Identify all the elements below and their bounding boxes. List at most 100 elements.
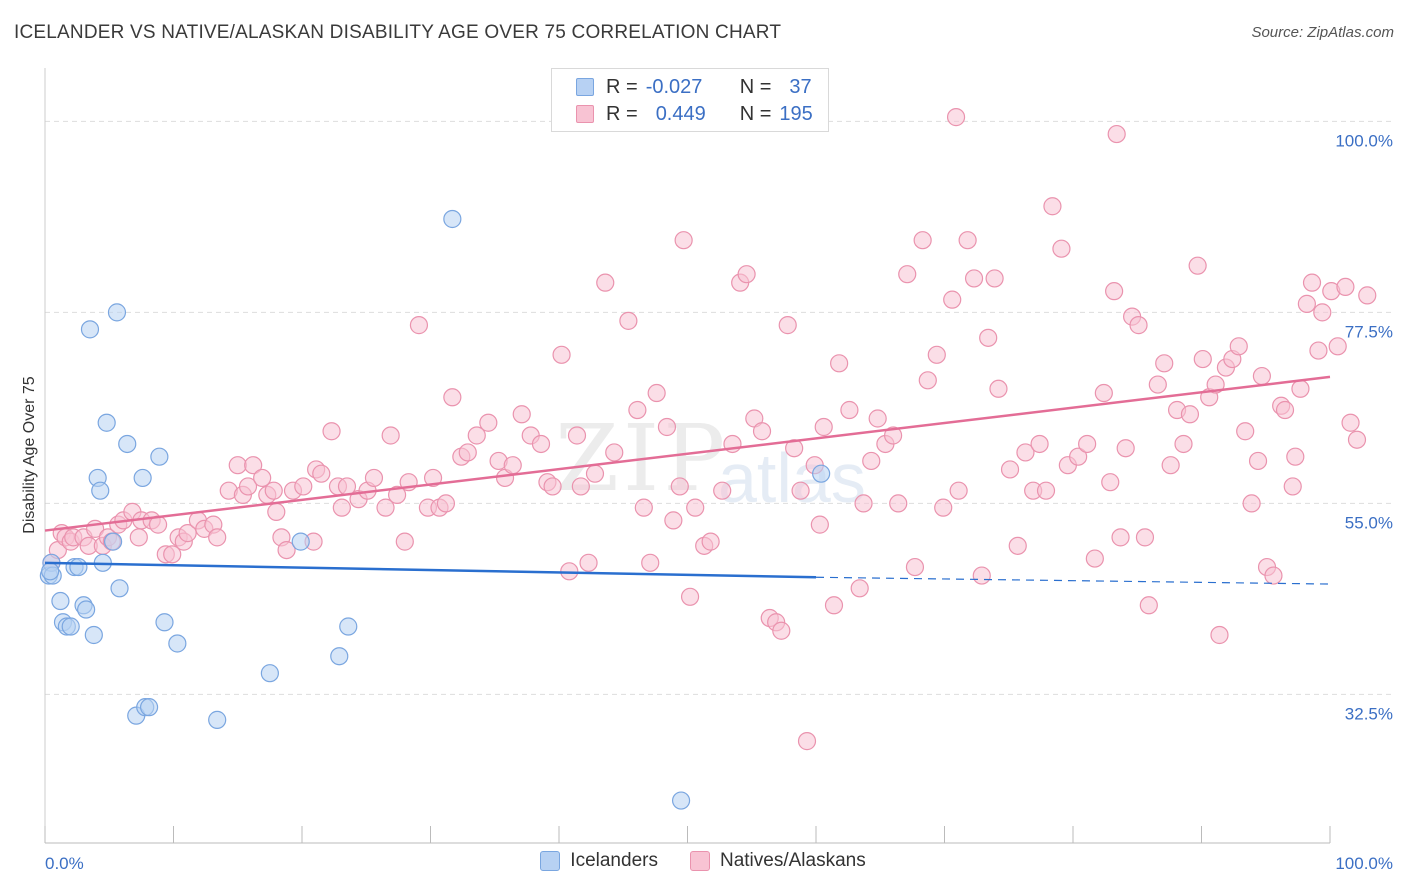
icelander-point: [104, 532, 123, 551]
n-label: N =: [739, 102, 772, 125]
native-point: [713, 481, 732, 500]
native-point: [824, 596, 844, 615]
native-point: [1229, 337, 1248, 356]
icelander-point: [77, 600, 96, 619]
native-point: [674, 231, 693, 250]
native-point: [332, 498, 351, 517]
native-point: [579, 553, 598, 572]
native-point: [479, 413, 498, 432]
r-label: R =: [606, 75, 638, 98]
native-point: [657, 417, 677, 437]
legend-row-natives: R = 0.449 N = 195: [576, 101, 813, 127]
legend-label-natives: Natives/Alaskans: [719, 850, 866, 871]
icelander-point: [69, 557, 88, 577]
native-point: [985, 269, 1004, 288]
native-point: [778, 316, 797, 335]
native-point: [543, 477, 562, 496]
native-point: [1180, 405, 1200, 424]
native-point: [1094, 383, 1113, 403]
native-point: [567, 426, 587, 445]
icelander-point: [812, 464, 831, 483]
icelander-point: [291, 532, 310, 551]
native-point: [1297, 294, 1316, 313]
native-point: [797, 732, 817, 751]
natives-trendline: [44, 375, 1331, 532]
native-point: [312, 464, 331, 483]
icelander-point: [139, 698, 159, 717]
native-point: [737, 265, 756, 284]
native-point: [791, 481, 810, 500]
native-point: [1283, 477, 1302, 496]
native-point: [1336, 277, 1355, 297]
native-point: [989, 379, 1008, 398]
native-point: [1328, 337, 1347, 356]
native-point: [267, 502, 286, 521]
native-point: [1101, 473, 1120, 492]
icelanders-legend-swatch: [540, 851, 561, 871]
native-point: [1291, 379, 1310, 398]
native-point: [178, 524, 197, 543]
icelander-point: [84, 625, 103, 645]
native-point: [1161, 456, 1180, 475]
icelander-point: [97, 413, 116, 432]
native-point: [381, 426, 400, 445]
native-point: [898, 265, 917, 284]
native-point: [1085, 549, 1104, 568]
native-point: [862, 451, 881, 471]
native-point: [512, 405, 531, 424]
native-point: [1252, 366, 1271, 386]
y-tick-label: 77.5%: [1345, 322, 1393, 341]
native-point: [641, 553, 660, 572]
native-point: [1302, 273, 1322, 292]
native-point: [1193, 349, 1212, 369]
y-axis-label: Disability Age Over 75: [21, 376, 38, 534]
n-label: N =: [739, 75, 772, 98]
icelander-point: [443, 209, 462, 229]
native-point: [1016, 443, 1035, 462]
native-point: [376, 498, 395, 517]
icelander-point: [168, 634, 187, 653]
legend-item-icelanders: Icelanders: [540, 850, 658, 872]
icelander-point: [339, 617, 358, 636]
native-point: [850, 579, 869, 598]
native-point: [810, 515, 829, 534]
native-point: [883, 426, 903, 445]
native-point: [423, 468, 443, 488]
natives-legend-swatch: [689, 851, 710, 871]
legend-row-icelanders: R = -0.027 N = 37: [576, 74, 812, 100]
natives-swatch: [576, 105, 594, 123]
native-point: [913, 231, 932, 250]
native-point: [467, 426, 486, 445]
native-point: [409, 316, 429, 335]
icelander-point: [155, 613, 174, 632]
icelander-point: [61, 617, 80, 636]
native-point: [686, 498, 705, 517]
native-point: [943, 290, 962, 309]
native-point: [605, 443, 624, 462]
icelander-point: [133, 468, 152, 488]
icelander-point: [91, 481, 110, 500]
icelanders-swatch: [576, 78, 594, 96]
native-point: [619, 311, 638, 330]
y-tick-label: 55.0%: [1345, 513, 1393, 532]
native-point: [814, 417, 833, 437]
n-value: 195: [779, 102, 813, 125]
correlation-legend: R = -0.027 N = 37 R = 0.449 N = 195: [551, 68, 829, 132]
icelander-point: [51, 591, 70, 611]
icelander-point: [208, 710, 227, 729]
r-label: R =: [606, 102, 638, 125]
native-point: [1105, 282, 1124, 301]
native-point: [1078, 434, 1097, 454]
native-point: [772, 621, 791, 640]
native-point: [1358, 286, 1377, 305]
icelander-point: [150, 447, 169, 466]
native-point: [387, 485, 407, 505]
native-point: [322, 422, 341, 441]
native-point: [1116, 439, 1135, 458]
native-point: [934, 498, 953, 517]
native-point: [927, 345, 946, 364]
icelander-point: [107, 303, 127, 322]
native-point: [1069, 447, 1088, 466]
icelander-point: [260, 664, 279, 683]
